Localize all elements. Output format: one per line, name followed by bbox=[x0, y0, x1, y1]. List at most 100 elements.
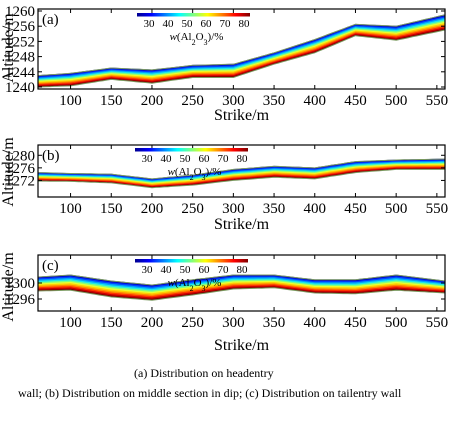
panel-label: (a) bbox=[42, 12, 59, 28]
x-tick-label: 100 bbox=[59, 93, 82, 109]
x-tick-label: 200 bbox=[141, 315, 164, 331]
y-tick-label: 1248 bbox=[5, 50, 35, 66]
colorbar-tick-label: 40 bbox=[161, 153, 173, 165]
colorbar-tick-label: 60 bbox=[199, 153, 211, 165]
colorbar-label-part: 3 bbox=[202, 173, 206, 182]
caption-line-2: wall; (b) Distribution on middle section… bbox=[18, 386, 402, 400]
coal-seam-band bbox=[38, 274, 445, 301]
colorbar bbox=[137, 13, 250, 17]
panel-a: 100 150 200 250 300 350 400 450 500 5501240124412… bbox=[0, 4, 448, 124]
y-tick-label: 1252 bbox=[5, 34, 35, 50]
y-tick-label: 1244 bbox=[5, 65, 36, 81]
x-tick-label: 200 bbox=[141, 93, 164, 109]
colorbar bbox=[135, 148, 248, 152]
x-tick-label: 500 bbox=[385, 315, 408, 331]
coal-seam-band bbox=[38, 14, 445, 88]
panel-c: 100 150 200 250 300 350 400 450 500 55012961300St… bbox=[0, 252, 448, 354]
x-tick-label: 200 bbox=[141, 201, 164, 217]
x-axis-label: Strike/m bbox=[214, 337, 270, 354]
colorbar-label-part: O bbox=[194, 166, 202, 178]
colorbar-label-part: 2 bbox=[192, 38, 196, 47]
colorbar-label-part: (Al bbox=[175, 166, 190, 178]
colorbar-tick-label: 40 bbox=[161, 264, 173, 276]
colorbar-tick-label: 50 bbox=[180, 153, 192, 165]
colorbar-label-part: 2 bbox=[190, 284, 194, 293]
panel-label: (c) bbox=[42, 258, 59, 274]
colorbar-label-part: w bbox=[170, 31, 178, 43]
x-tick-label: 450 bbox=[344, 201, 367, 217]
colorbar bbox=[135, 259, 248, 263]
y-axis-label: Altitude/m bbox=[0, 13, 17, 83]
x-tick-label: 550 bbox=[426, 315, 449, 331]
axes-frame bbox=[37, 144, 446, 198]
x-tick-label: 450 bbox=[344, 93, 367, 109]
x-tick-label: 400 bbox=[304, 315, 327, 331]
x-tick-label: 500 bbox=[385, 201, 408, 217]
colorbar-label-part: w bbox=[168, 277, 176, 289]
y-tick-label: 1280 bbox=[5, 148, 35, 164]
x-tick-label: 450 bbox=[344, 315, 367, 331]
y-tick-label: 1260 bbox=[5, 4, 35, 20]
y-tick-label: 1240 bbox=[5, 80, 35, 96]
colorbar-label-part: O bbox=[194, 277, 202, 289]
colorbar-tick-label: 80 bbox=[239, 18, 251, 30]
x-tick-label: 300 bbox=[222, 93, 245, 109]
band-edge bbox=[38, 158, 445, 180]
x-tick-label: 300 bbox=[222, 201, 245, 217]
colorbar-tick-label: 60 bbox=[201, 18, 213, 30]
y-tick-label: 1296 bbox=[5, 292, 36, 308]
x-tick-label: 150 bbox=[100, 201, 123, 217]
panel-b: 100 150 200 250 300 350 400 450 500 5501272127612… bbox=[0, 137, 448, 233]
band-edge bbox=[38, 168, 445, 189]
colorbar-tick-label: 40 bbox=[163, 18, 175, 30]
x-tick-label: 250 bbox=[181, 315, 204, 331]
x-tick-label: 100 bbox=[59, 315, 82, 331]
panel-label: (b) bbox=[42, 148, 60, 164]
x-tick-label: 100 bbox=[59, 201, 82, 217]
x-axis-label: Strike/m bbox=[214, 107, 270, 124]
x-tick-label: 150 bbox=[100, 93, 123, 109]
colorbar-label: w(Al2O3)/% bbox=[170, 31, 224, 47]
x-tick-label: 300 bbox=[222, 315, 245, 331]
colorbar-tick-label: 80 bbox=[237, 264, 249, 276]
y-tick-label: 1272 bbox=[5, 173, 35, 189]
y-tick-label: 1300 bbox=[5, 276, 35, 292]
colorbar-tick-label: 30 bbox=[142, 264, 154, 276]
colorbar-label-part: O bbox=[196, 31, 204, 43]
band-edge bbox=[38, 287, 445, 301]
colorbar-tick-label: 30 bbox=[144, 18, 156, 30]
colorbar-label-part: 2 bbox=[190, 173, 194, 182]
colorbar-label: w(Al2O3)/% bbox=[168, 166, 222, 182]
figure-caption: (a) Distribution on headentry wall; (b) … bbox=[18, 363, 438, 403]
x-tick-label: 400 bbox=[304, 201, 327, 217]
band-stripe bbox=[38, 160, 445, 182]
colorbar-label: w(Al2O3)/% bbox=[168, 277, 222, 293]
x-tick-label: 400 bbox=[304, 93, 327, 109]
colorbar-tick-label: 50 bbox=[182, 18, 194, 30]
x-tick-label: 350 bbox=[263, 315, 286, 331]
y-tick-label: 1256 bbox=[5, 19, 36, 35]
x-tick-label: 350 bbox=[263, 93, 286, 109]
colorbar-tick-label: 70 bbox=[218, 264, 230, 276]
colorbar-label-part: )/% bbox=[206, 277, 222, 289]
axes-frame bbox=[37, 8, 446, 90]
colorbar-tick-label: 60 bbox=[199, 264, 211, 276]
x-tick-label: 550 bbox=[426, 201, 449, 217]
x-tick-label: 550 bbox=[426, 93, 449, 109]
colorbar-label-part: w bbox=[168, 166, 176, 178]
colorbar-tick-label: 80 bbox=[237, 153, 249, 165]
y-axis-label: Altitude/m bbox=[0, 137, 17, 207]
x-tick-label: 500 bbox=[385, 93, 408, 109]
x-tick-label: 150 bbox=[100, 315, 123, 331]
colorbar-label-part: 3 bbox=[204, 38, 208, 47]
y-axis-label: Altitude/m bbox=[0, 252, 17, 322]
colorbar-label-part: (Al bbox=[177, 31, 192, 43]
colorbar-tick-label: 50 bbox=[180, 264, 192, 276]
colorbar-tick-label: 70 bbox=[220, 18, 232, 30]
band-stripe bbox=[38, 159, 445, 181]
x-axis-label: Strike/m bbox=[214, 216, 270, 233]
x-tick-label: 250 bbox=[181, 201, 204, 217]
colorbar-tick-label: 70 bbox=[218, 153, 230, 165]
band-edge bbox=[38, 14, 445, 77]
